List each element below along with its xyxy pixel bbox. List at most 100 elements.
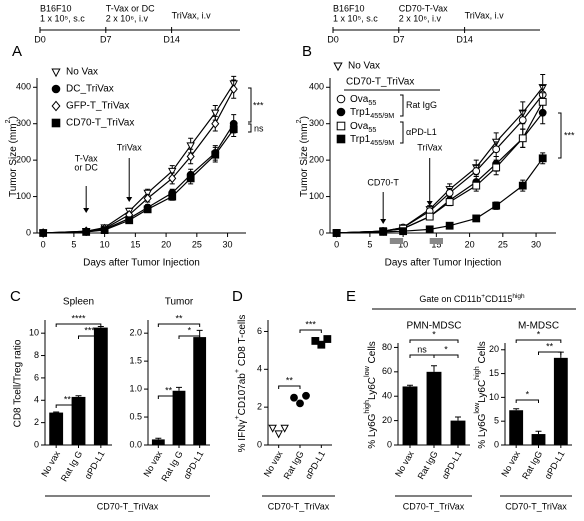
y-tick-label: 0.0: [129, 439, 142, 449]
x-tick-label: 25: [192, 239, 202, 249]
bar: [426, 371, 442, 445]
sig-bracket: [299, 329, 322, 333]
y-tick-label: 20: [489, 344, 499, 354]
y-tick-label: 200: [16, 155, 31, 165]
y-tick-label: 2.0: [129, 328, 142, 338]
text-part: Cells: [367, 341, 378, 366]
legend-label: No Vax: [348, 61, 380, 72]
significance: ns: [417, 344, 427, 354]
marker: [492, 201, 501, 210]
marker: [336, 134, 346, 144]
y-tick-label: 0: [319, 227, 324, 237]
y-axis-label: Tumor Size (mm2): [3, 116, 18, 197]
error-bar: [407, 384, 413, 387]
bar: [151, 439, 165, 445]
timeline-day: D14: [163, 34, 180, 44]
arrow-head: [126, 197, 133, 202]
timeline-note: TriVax, i.v: [172, 10, 212, 20]
marker: [336, 107, 346, 117]
marker: [425, 225, 434, 234]
marker: [39, 229, 48, 237]
x-tick-label: 10: [100, 239, 110, 249]
marker: [274, 430, 283, 439]
sig-bracket: [55, 323, 102, 327]
text-part: Ova: [350, 121, 369, 132]
y-axis-label: % Ly6GhighLy6Clow Cells: [362, 341, 377, 449]
sig-bracket: [157, 323, 201, 327]
significance: *: [188, 325, 192, 335]
legend-label: Trp1455/9M: [350, 107, 394, 121]
timeline-note: CD70-T-Vax: [399, 3, 448, 13]
bar: [49, 412, 64, 445]
sig-bracket: [248, 87, 252, 123]
legend-label: No Vax: [66, 67, 98, 78]
y-tick-label: 400: [309, 82, 324, 92]
significance: ****: [71, 313, 86, 323]
marker: [168, 192, 177, 201]
marker: [186, 174, 195, 183]
x-tick-label: 20: [465, 239, 475, 249]
y-tick-label: 0: [387, 439, 392, 449]
y-tick-label: 4: [34, 395, 39, 405]
legend-bracket: [400, 94, 404, 117]
legend-group: Rat IgG: [406, 100, 437, 110]
x-tick-label: 15: [431, 239, 441, 249]
text-part: low: [472, 402, 481, 414]
marker: [472, 181, 481, 190]
marker: [296, 399, 304, 408]
sig-bracket: [558, 112, 562, 159]
timeline-note: 2 x 10⁶, i.v: [399, 13, 442, 23]
marker: [538, 97, 547, 106]
y-tick-label: 1.0: [129, 383, 142, 393]
text-part: Tumor Size (mm: [8, 123, 19, 197]
group-label: CD70-T_TriVax: [97, 501, 159, 511]
significance: **: [64, 394, 72, 404]
text-part: 2: [3, 119, 12, 123]
subtitle: M-MDSC: [518, 321, 559, 332]
error-bar: [75, 395, 82, 397]
marker: [302, 391, 310, 400]
legend-label: DC_TriVax: [66, 84, 114, 95]
timeline-note: B16F10: [333, 3, 365, 13]
x-tick-label: 25: [498, 239, 508, 249]
panel-letter: D: [232, 288, 243, 305]
y-tick-label: 1.5: [129, 356, 142, 366]
legend-bracket: [400, 121, 404, 144]
x-tick-label: 30: [223, 239, 233, 249]
x-tick-label: 5: [367, 239, 372, 249]
group-label: CD70-T_TriVax: [505, 501, 567, 511]
marker: [399, 227, 408, 236]
sig-bracket: [178, 335, 201, 339]
y-tick-label: 10: [489, 392, 499, 402]
bar: [402, 386, 418, 445]
legend-label: GFP-T_TriVax: [66, 101, 129, 112]
bar: [71, 396, 86, 445]
annotation: or DC: [74, 162, 98, 172]
y-tick-label: 8: [34, 350, 39, 360]
subtitle: Spleen: [63, 297, 94, 308]
y-axis-label: % Ly6GlowLy6Chigh Cells: [472, 341, 487, 449]
sig-bracket: [248, 123, 252, 133]
y-tick-label: 2: [34, 417, 39, 427]
marker: [445, 198, 454, 206]
y-axis-label: % IFNγ+CD107ab+ CD8 T-cells: [232, 315, 247, 453]
marker: [492, 145, 501, 154]
sig-bracket: [278, 385, 301, 389]
y-tick-label: 40: [382, 391, 392, 401]
error-bar: [53, 411, 60, 413]
marker: [290, 393, 298, 402]
marker: [143, 193, 152, 204]
y-tick-label: 6: [34, 372, 39, 382]
marker: [51, 100, 61, 112]
annotation: TriVax: [117, 142, 143, 152]
text-part: low: [362, 365, 371, 377]
y-tick-label: 100: [309, 191, 324, 201]
arrow-head: [426, 201, 433, 206]
marker: [211, 109, 220, 118]
marker: [538, 154, 547, 163]
text-part: high: [362, 400, 371, 414]
marker: [229, 125, 238, 134]
marker: [143, 205, 152, 214]
marker: [472, 167, 481, 175]
bar: [509, 410, 524, 445]
